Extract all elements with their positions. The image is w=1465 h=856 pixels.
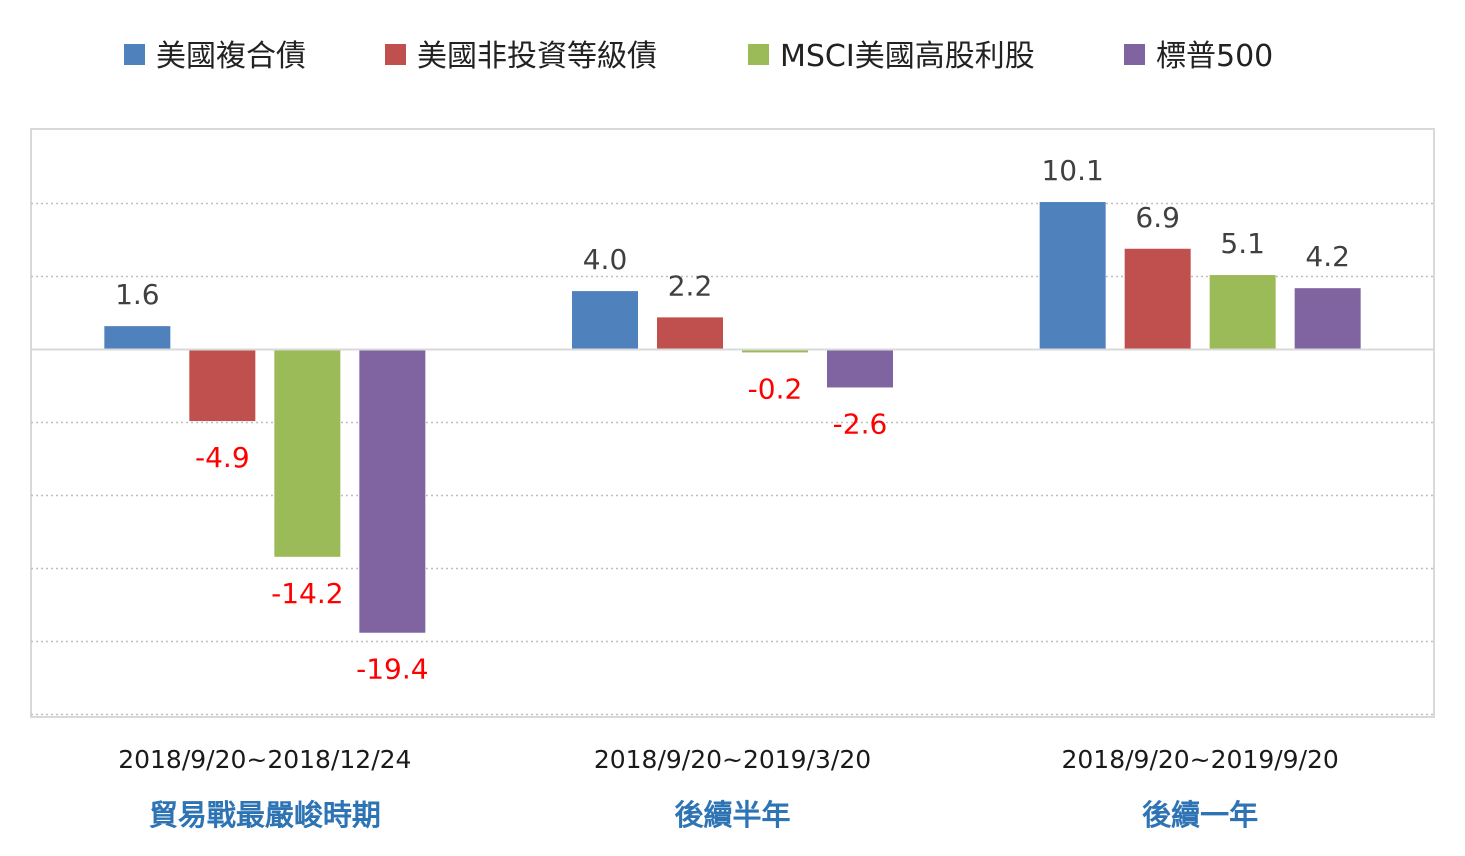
legend-swatch — [385, 44, 406, 65]
category-date-range: 2018/9/20~2018/12/24 — [118, 745, 411, 774]
legend-entry: 美國複合債 — [156, 39, 306, 74]
bar — [742, 349, 808, 353]
category-label: 貿易戰最嚴峻時期 — [149, 798, 381, 832]
bar — [657, 317, 723, 350]
bar — [1209, 275, 1276, 350]
data-label: -19.4 — [356, 653, 428, 686]
data-label: 5.1 — [1220, 227, 1265, 260]
bar — [104, 326, 171, 350]
data-label: 2.2 — [668, 269, 713, 302]
data-label: 4.2 — [1305, 240, 1350, 273]
category-label: 後續半年 — [674, 798, 790, 832]
data-label: 1.6 — [115, 278, 160, 311]
data-label: -4.9 — [195, 441, 250, 474]
bar — [572, 291, 638, 350]
data-label: -14.2 — [271, 577, 343, 610]
category-labels: 2018/9/20~2018/12/24 貿易戰最嚴峻時期 2018/9/20~20… — [118, 745, 1339, 832]
legend-entry: MSCI美國高股利股 — [780, 39, 1035, 74]
bar — [1039, 202, 1106, 350]
bars — [104, 202, 1361, 633]
legend-swatch — [748, 44, 769, 65]
legend-swatch — [1124, 44, 1145, 65]
data-label: 6.9 — [1135, 201, 1180, 234]
category-label: 後續一年 — [1142, 798, 1258, 832]
gridlines — [31, 202, 1434, 716]
category-date-range: 2018/9/20~2019/9/20 — [1062, 745, 1339, 774]
bar — [359, 349, 426, 633]
value-labels: 1.6 -4.9 -14.2 -19.4 4.0 2.2 -0.2 -2.6 10.1 6.9 5.… — [115, 154, 1350, 686]
category-date-range: 2018/9/20~2019/3/20 — [594, 745, 871, 774]
legend-entry: 標普500 — [1156, 39, 1273, 74]
bar — [1124, 248, 1191, 350]
data-label: 4.0 — [583, 243, 628, 276]
data-label: -0.2 — [748, 372, 803, 405]
data-label: -2.6 — [833, 407, 888, 440]
bar — [827, 349, 893, 388]
bar — [1294, 288, 1361, 350]
legend-swatch — [124, 44, 145, 65]
legend-entry: 美國非投資等級債 — [417, 39, 657, 74]
bar — [274, 349, 341, 557]
bar — [189, 349, 256, 422]
data-label: 10.1 — [1041, 154, 1103, 187]
legend: 美國複合債 美國非投資等級債 MSCI美國高股利股 標普500 — [124, 39, 1273, 74]
